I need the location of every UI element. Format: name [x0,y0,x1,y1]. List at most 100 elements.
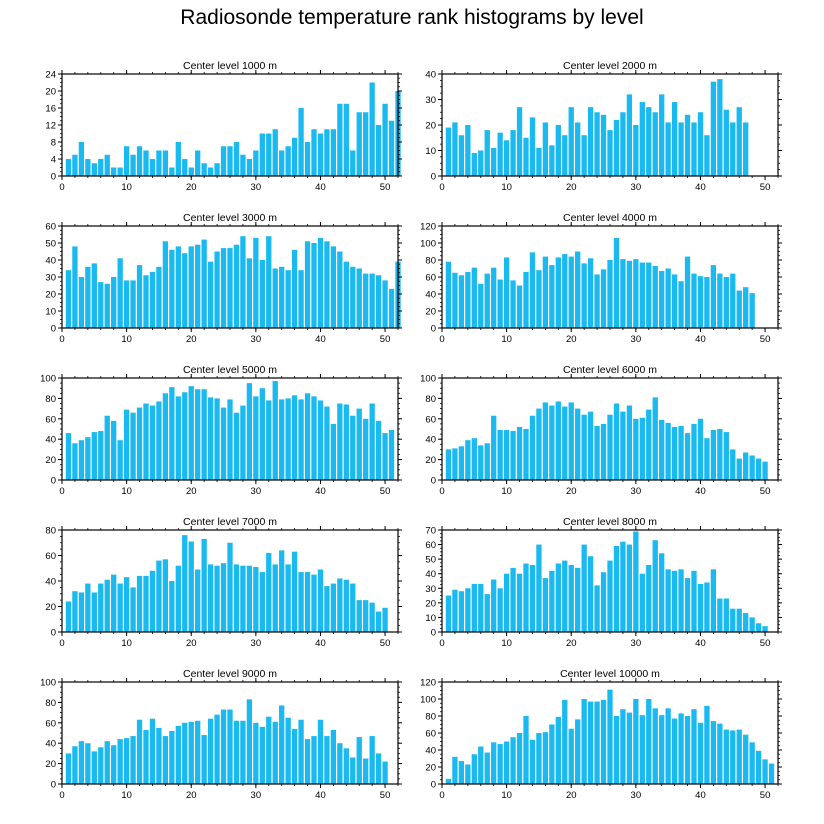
x-tick-label: 30 [631,182,642,193]
histogram-bar [633,418,639,480]
histogram-bar [272,268,278,328]
histogram-bar [516,285,523,328]
y-tick-label: 30 [425,584,436,595]
histogram-bar [350,415,356,480]
y-tick-label: 100 [420,374,436,385]
panel-title: Center level 9000 m [183,668,277,680]
histogram-bar [516,573,523,632]
histogram-bar [613,716,620,784]
histogram-bar [684,578,691,632]
histogram-bar [581,699,587,784]
histogram-bar [736,458,742,480]
histogram-bar [652,112,658,176]
histogram-bar [465,588,471,632]
histogram-bar [246,565,253,632]
histogram-bar [233,720,240,784]
histogram-bar [665,122,671,176]
histogram-bar [575,567,581,632]
histogram-bar [253,722,259,784]
histogram-bar [350,150,356,176]
y-tick-label: 12 [45,121,56,132]
histogram-bar [730,449,736,480]
histogram-bar [375,753,382,784]
histogram-bar [665,422,671,480]
histogram-panel: Center level 6000 m 0 20 40 60 80 100 0 10 20 30 40… [420,364,782,497]
x-tick-label: 50 [760,638,771,649]
histogram-bar [671,274,678,328]
histogram-bar [363,600,369,633]
histogram-bar [162,150,169,176]
histogram-bar [665,569,671,632]
histogram-bar [149,159,156,176]
histogram-bar [445,261,452,328]
histogram-bar [568,107,574,176]
panel-title: Center level 5000 m [183,364,277,376]
histogram-bar [291,249,298,328]
histogram-bar [510,431,516,480]
histogram-bar [65,433,72,480]
histogram-bar [659,715,665,784]
histogram-bar [691,709,697,784]
histogram-bar [162,393,169,480]
histogram-bar [156,727,162,784]
x-tick-label: 50 [380,790,391,801]
histogram-bar [304,739,311,784]
histogram-bar [536,147,542,176]
histogram-bar [149,718,156,784]
histogram-bar [356,268,362,328]
histogram-bar [317,569,324,632]
y-tick-label: 120 [420,678,436,689]
y-tick-label: 80 [45,394,56,405]
histogram-bar [382,433,388,480]
histogram-bar [458,135,465,176]
histogram-panel: Center level 5000 m 0 20 40 60 80 100 0 10 20 30 40… [40,364,402,497]
histogram-bar [324,586,330,632]
x-tick-label: 30 [631,486,642,497]
histogram-bar [523,137,529,176]
histogram-bar [375,275,382,328]
panel-title: Center level 7000 m [183,516,277,528]
y-tick-label: 0 [51,628,56,639]
x-tick-label: 10 [121,486,132,497]
histogram-bar [136,575,143,632]
y-tick-label: 100 [40,678,56,689]
histogram-bar [104,579,110,632]
y-tick-label: 10 [45,307,56,318]
histogram-bar [575,122,581,176]
histogram-bar [266,133,272,176]
x-tick-label: 40 [695,182,706,193]
x-tick-label: 10 [121,790,132,801]
histogram-bar [253,396,259,480]
histogram-bar [652,540,658,632]
histogram-bar [600,572,607,632]
histogram-bar [382,607,388,632]
histogram-bar [471,754,477,784]
x-tick-label: 20 [186,486,197,497]
panel-title: Center level 6000 m [563,364,657,376]
histogram-bar [646,107,652,176]
x-tick-label: 0 [439,638,444,649]
histogram-bar [182,159,188,176]
histogram-bar [85,437,91,480]
histogram-bar [233,244,240,328]
histogram-bar [633,259,639,328]
histogram-bar [587,258,594,328]
histogram-bar [266,552,272,632]
histogram-bar [285,270,291,328]
histogram-bar [755,458,762,480]
x-tick-label: 50 [380,486,391,497]
histogram-bar [111,167,117,176]
histogram-bar [356,600,362,633]
histogram-bar [471,438,477,480]
histogram-bar [175,142,181,176]
histogram-bar [620,112,626,176]
histogram-bar [123,577,130,632]
histogram-bar [272,381,278,480]
y-tick-label: 100 [420,695,436,706]
histogram-bar [633,531,639,632]
histogram-panel: Center level 4000 m 0 20 40 60 80 100 120 0 10 20 3… [420,212,782,345]
histogram-bar [581,263,587,328]
histogram-bar [156,150,162,176]
histogram-bar [549,724,555,784]
histogram-bar [607,414,613,480]
